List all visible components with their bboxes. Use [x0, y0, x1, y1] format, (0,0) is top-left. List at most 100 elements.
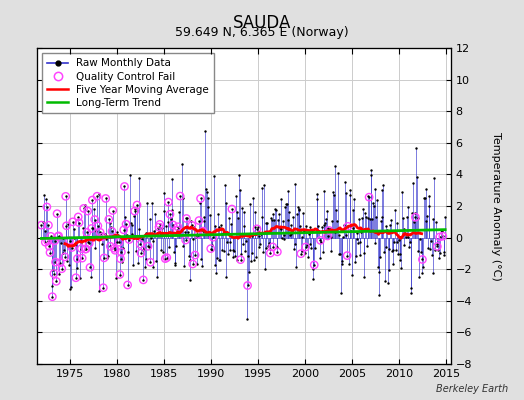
- Point: [399, 242, 408, 248]
- Point: [228, 206, 236, 212]
- Point: [266, 250, 275, 256]
- Point: [402, 234, 410, 240]
- Point: [438, 228, 446, 234]
- Point: [243, 282, 252, 289]
- Point: [69, 226, 78, 232]
- Point: [43, 238, 52, 244]
- Point: [121, 183, 129, 190]
- Point: [362, 214, 370, 220]
- Point: [96, 229, 104, 236]
- Point: [57, 239, 65, 246]
- Point: [67, 284, 75, 290]
- Point: [263, 220, 271, 226]
- Point: [200, 214, 209, 221]
- Point: [66, 237, 74, 244]
- Point: [369, 200, 377, 206]
- Point: [124, 282, 132, 288]
- Point: [151, 258, 160, 264]
- Point: [41, 239, 49, 245]
- Point: [80, 205, 88, 212]
- Point: [181, 237, 190, 243]
- Point: [329, 188, 337, 195]
- Point: [133, 202, 141, 208]
- Point: [52, 278, 60, 284]
- Point: [170, 248, 178, 255]
- Point: [331, 229, 340, 235]
- Point: [83, 229, 91, 236]
- Point: [108, 228, 116, 234]
- Point: [92, 228, 101, 234]
- Point: [172, 243, 180, 249]
- Point: [399, 215, 407, 221]
- Point: [173, 224, 182, 230]
- Point: [141, 230, 150, 236]
- Point: [206, 246, 215, 252]
- Point: [209, 234, 217, 240]
- Point: [39, 218, 47, 225]
- Point: [51, 259, 60, 265]
- Point: [283, 188, 292, 194]
- Point: [111, 247, 119, 254]
- Point: [75, 220, 83, 226]
- Point: [102, 195, 110, 202]
- Point: [175, 225, 183, 231]
- Point: [159, 190, 168, 196]
- Point: [165, 243, 173, 250]
- Point: [413, 214, 422, 221]
- Point: [367, 166, 376, 173]
- Point: [297, 250, 305, 257]
- Point: [80, 202, 89, 208]
- Point: [424, 193, 433, 200]
- Point: [258, 185, 267, 191]
- Point: [309, 276, 318, 282]
- Point: [86, 264, 94, 271]
- Point: [147, 235, 155, 241]
- Point: [100, 255, 108, 261]
- Point: [195, 200, 204, 206]
- Point: [56, 260, 64, 266]
- Point: [88, 225, 96, 232]
- Point: [167, 216, 175, 222]
- Point: [177, 227, 185, 234]
- Point: [108, 207, 117, 214]
- Point: [173, 227, 181, 233]
- Point: [357, 228, 365, 235]
- Point: [343, 252, 352, 259]
- Text: SAUDA: SAUDA: [233, 14, 291, 32]
- Point: [300, 228, 308, 234]
- Point: [127, 220, 135, 226]
- Point: [249, 195, 257, 201]
- Point: [391, 246, 400, 253]
- Point: [344, 223, 352, 230]
- Point: [130, 208, 139, 214]
- Point: [90, 206, 98, 212]
- Point: [181, 229, 189, 235]
- Point: [310, 262, 319, 268]
- Point: [230, 246, 238, 253]
- Point: [83, 208, 92, 214]
- Point: [391, 206, 399, 213]
- Point: [373, 197, 381, 203]
- Point: [121, 214, 129, 220]
- Point: [269, 211, 278, 218]
- Point: [236, 256, 245, 263]
- Point: [163, 219, 172, 225]
- Point: [155, 224, 163, 230]
- Point: [237, 251, 246, 257]
- Point: [382, 223, 390, 229]
- Point: [429, 270, 437, 276]
- Point: [243, 282, 252, 289]
- Point: [110, 244, 118, 250]
- Point: [176, 193, 184, 199]
- Point: [108, 207, 117, 214]
- Point: [249, 256, 258, 263]
- Point: [313, 196, 322, 202]
- Point: [50, 270, 58, 277]
- Point: [212, 270, 221, 276]
- Point: [53, 210, 61, 217]
- Point: [206, 246, 215, 252]
- Point: [53, 210, 61, 217]
- Point: [194, 231, 202, 238]
- Point: [60, 247, 68, 253]
- Point: [58, 266, 66, 272]
